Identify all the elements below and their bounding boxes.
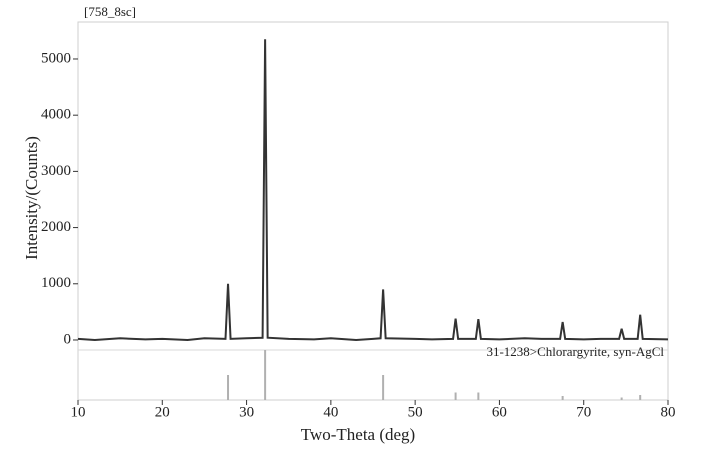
reference-label: 31-1238>Chlorargyrite, syn-AgCl — [486, 344, 664, 359]
y-tick-label: 3000 — [41, 163, 71, 179]
chart-title: [758_8sc] — [84, 4, 136, 19]
y-axis-label: Intensity/(Counts) — [22, 136, 41, 260]
y-tick-label: 2000 — [41, 219, 71, 235]
x-tick-label: 30 — [239, 404, 254, 420]
pattern-line — [77, 39, 669, 341]
y-tick-label: 5000 — [41, 50, 71, 66]
x-tick-label: 10 — [71, 404, 86, 420]
plot-frame — [77, 21, 669, 401]
y-tick-label: 1000 — [41, 275, 71, 291]
x-tick-label: 50 — [408, 404, 423, 420]
x-tick-label: 70 — [576, 404, 591, 420]
x-tick-label: 40 — [323, 404, 338, 420]
x-tick-label: 20 — [155, 404, 170, 420]
x-axis-label: Two-Theta (deg) — [301, 425, 415, 444]
x-tick-label: 60 — [492, 404, 507, 420]
y-tick-label: 4000 — [41, 107, 71, 123]
y-tick-label: 0 — [64, 331, 72, 347]
x-tick-label: 80 — [661, 404, 676, 420]
